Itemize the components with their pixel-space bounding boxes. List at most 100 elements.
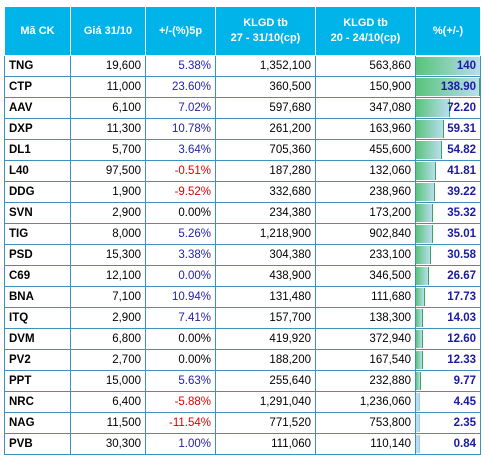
table-row[interactable]: C69 12,100 0.00% 438,900 346,500 26.67 (4, 265, 481, 287)
cell-volume-week1: 705,360 (215, 139, 316, 161)
pct-change-bar (416, 141, 443, 159)
cell-change: 5.38% (145, 55, 216, 77)
cell-volume-week1: 157,700 (215, 307, 316, 329)
table-row[interactable]: BNA 7,100 10.94% 131,480 111,680 17.73 (4, 286, 481, 308)
table-row[interactable]: AAV 6,100 7.02% 597,680 347,080 72.20 (4, 97, 481, 119)
header-symbol[interactable]: Mã CK (4, 6, 71, 56)
cell-volume-week1: 234,380 (215, 202, 316, 224)
cell-change: 3.38% (145, 244, 216, 266)
table-row[interactable]: NRC 6,400 -5.88% 1,291,040 1,236,060 4.45 (4, 391, 481, 413)
cell-volume-week2: 563,860 (315, 55, 416, 77)
table-row[interactable]: PVB 30,300 1.00% 111,060 110,140 0.84 (4, 433, 481, 455)
header-volume-week1[interactable]: KLGD tb 27 - 31/10(cp) (215, 6, 316, 56)
cell-pct-change: 35.32 (415, 202, 481, 224)
table-row[interactable]: SVN 2,900 0.00% 234,380 173,200 35.32 (4, 202, 481, 224)
cell-symbol: PVB (4, 433, 71, 455)
cell-pct-change: 59.31 (415, 118, 481, 140)
pct-change-value: 12.60 (447, 333, 476, 345)
pct-change-value: 17.73 (447, 291, 476, 303)
table-row[interactable]: NAG 11,500 -11.54% 771,520 753,800 2.35 (4, 412, 481, 434)
pct-change-value: 12.33 (447, 354, 476, 366)
cell-volume-week2: 372,940 (315, 328, 416, 350)
cell-symbol: DDG (4, 181, 71, 203)
cell-pct-change: 72.20 (415, 97, 481, 119)
pct-change-value: 35.01 (447, 228, 476, 240)
cell-symbol: TIG (4, 223, 71, 245)
cell-volume-week1: 1,218,900 (215, 223, 316, 245)
header-volume-week2-line2: 20 - 24/10(cp) (330, 32, 401, 44)
table-row[interactable]: TNG 19,600 5.38% 1,352,100 563,860 140 (4, 55, 481, 77)
cell-change: 10.78% (145, 118, 216, 140)
cell-pct-change: 35.01 (415, 223, 481, 245)
header-volume-week2-line1: KLGD tb (343, 17, 388, 29)
pct-change-value: 138.90 (440, 81, 476, 93)
header-volume-week2[interactable]: KLGD tb 20 - 24/10(cp) (315, 6, 416, 56)
table-row[interactable]: ITQ 2,900 7.41% 157,700 138,300 14.03 (4, 307, 481, 329)
cell-change: 7.41% (145, 307, 216, 329)
cell-volume-week1: 255,640 (215, 370, 316, 392)
cell-volume-week2: 111,680 (315, 286, 416, 308)
cell-volume-week1: 419,920 (215, 328, 316, 350)
table-row[interactable]: PV2 2,700 0.00% 188,200 167,540 12.33 (4, 349, 481, 371)
cell-symbol: BNA (4, 286, 71, 308)
header-row: Mã CK Giá 31/10 +/-(%)5p KLGD tb 27 - 31… (4, 6, 481, 56)
cell-pct-change: 39.22 (415, 181, 481, 203)
header-price[interactable]: Giá 31/10 (70, 6, 146, 56)
cell-change: 7.02% (145, 97, 216, 119)
cell-symbol: DVM (4, 328, 71, 350)
pct-change-value: 2.35 (453, 417, 476, 429)
table-row[interactable]: TIG 8,000 5.26% 1,218,900 902,840 35.01 (4, 223, 481, 245)
pct-change-bar (416, 267, 430, 285)
header-pct-change[interactable]: %(+/-) (415, 6, 481, 56)
cell-symbol: NAG (4, 412, 71, 434)
cell-volume-week2: 233,100 (315, 244, 416, 266)
cell-price: 6,400 (70, 391, 146, 413)
table-row[interactable]: PPT 15,000 5.63% 255,640 232,880 9.77 (4, 370, 481, 392)
table-row[interactable]: DDG 1,900 -9.52% 332,680 238,960 39.22 (4, 181, 481, 203)
cell-pct-change: 140 (415, 55, 481, 77)
pct-change-value: 41.81 (447, 165, 476, 177)
pct-change-bar (416, 99, 450, 117)
cell-pct-change: 12.60 (415, 328, 481, 350)
cell-price: 30,300 (70, 433, 146, 455)
pct-change-bar (416, 162, 437, 180)
table-row[interactable]: CTP 11,000 23.60% 360,500 150,900 138.90 (4, 76, 481, 98)
table-row[interactable]: L40 97,500 -0.51% 187,280 132,060 41.81 (4, 160, 481, 182)
cell-symbol: PSD (4, 244, 71, 266)
cell-pct-change: 9.77 (415, 370, 481, 392)
cell-change: -11.54% (145, 412, 216, 434)
cell-volume-week2: 232,880 (315, 370, 416, 392)
cell-price: 15,300 (70, 244, 146, 266)
pct-change-bar (416, 120, 445, 138)
pct-change-value: 72.20 (447, 102, 476, 114)
header-volume-week1-line1: KLGD tb (243, 17, 288, 29)
cell-price: 2,900 (70, 307, 146, 329)
cell-pct-change: 14.03 (415, 307, 481, 329)
pct-change-bar (416, 393, 420, 411)
cell-volume-week1: 360,500 (215, 76, 316, 98)
cell-change: 0.00% (145, 202, 216, 224)
pct-change-value: 9.77 (453, 375, 476, 387)
cell-price: 19,600 (70, 55, 146, 77)
cell-change: 1.00% (145, 433, 216, 455)
table-row[interactable]: DVM 6,800 0.00% 419,920 372,940 12.60 (4, 328, 481, 350)
cell-volume-week2: 167,540 (315, 349, 416, 371)
cell-price: 6,100 (70, 97, 146, 119)
table-row[interactable]: PSD 15,300 3.38% 304,380 233,100 30.58 (4, 244, 481, 266)
header-volume-week1-line2: 27 - 31/10(cp) (230, 32, 301, 44)
cell-volume-week2: 132,060 (315, 160, 416, 182)
cell-change: -9.52% (145, 181, 216, 203)
pct-change-bar (416, 183, 435, 201)
cell-price: 5,700 (70, 139, 146, 161)
cell-symbol: NRC (4, 391, 71, 413)
table-row[interactable]: DXP 11,300 10.78% 261,200 163,960 59.31 (4, 118, 481, 140)
header-change[interactable]: +/-(%)5p (145, 6, 216, 56)
cell-price: 11,000 (70, 76, 146, 98)
cell-volume-week2: 173,200 (315, 202, 416, 224)
cell-symbol: PPT (4, 370, 71, 392)
cell-volume-week1: 188,200 (215, 349, 316, 371)
table-row[interactable]: DL1 5,700 3.64% 705,360 455,600 54.82 (4, 139, 481, 161)
cell-pct-change: 12.33 (415, 349, 481, 371)
cell-pct-change: 26.67 (415, 265, 481, 287)
pct-change-bar (416, 372, 422, 390)
